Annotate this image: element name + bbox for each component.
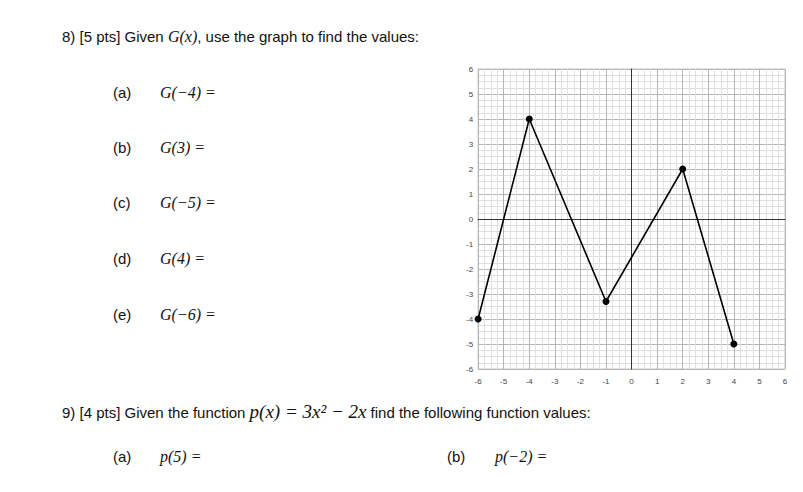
svg-text:-4: -4 bbox=[466, 315, 474, 324]
svg-text:0: 0 bbox=[469, 215, 474, 224]
html-text:(c): (c) bbox=[113, 194, 131, 211]
html-text:p(−2) =: p(−2) = bbox=[495, 448, 548, 465]
svg-text:-3: -3 bbox=[551, 377, 559, 386]
svg-text:-4: -4 bbox=[526, 377, 534, 386]
svg-text:-2: -2 bbox=[466, 265, 474, 274]
html-text:G(−6) =: G(−6) = bbox=[160, 306, 216, 323]
html-text:G(4) =: G(4) = bbox=[160, 250, 205, 267]
html-text:p(5) =: p(5) = bbox=[160, 448, 202, 465]
svg-text:-1: -1 bbox=[602, 377, 610, 386]
svg-text:6: 6 bbox=[469, 65, 474, 74]
html-text:(b): (b) bbox=[447, 448, 466, 465]
html-text:(a): (a) bbox=[113, 84, 132, 101]
svg-text:-6: -6 bbox=[475, 377, 483, 386]
svg-text:0: 0 bbox=[629, 377, 634, 386]
svg-text:1: 1 bbox=[655, 377, 660, 386]
html-text:8) [5 pts] Given G(x), use the: 8) [5 pts] Given G(x), use the graph to … bbox=[62, 28, 419, 45]
svg-text:-3: -3 bbox=[466, 290, 474, 299]
html-text:(e): (e) bbox=[113, 306, 132, 323]
svg-text:1: 1 bbox=[469, 190, 474, 199]
svg-text:-1: -1 bbox=[466, 240, 474, 249]
html-text:9) [4 pts] Given the functionp: 9) [4 pts] Given the functionp(x) = 3x² … bbox=[62, 401, 591, 422]
html-text:G(−4) =: G(−4) = bbox=[160, 84, 216, 101]
svg-text:2: 2 bbox=[680, 377, 685, 386]
svg-text:6: 6 bbox=[783, 377, 788, 386]
html-text:(d): (d) bbox=[113, 250, 132, 267]
html-text:G(−5) =: G(−5) = bbox=[160, 194, 216, 211]
svg-text:5: 5 bbox=[469, 90, 474, 99]
html-text:(b): (b) bbox=[113, 139, 132, 156]
html-text:G(3) =: G(3) = bbox=[160, 139, 205, 156]
svg-text:2: 2 bbox=[469, 165, 474, 174]
svg-text:-2: -2 bbox=[577, 377, 585, 386]
svg-text:-6: -6 bbox=[466, 365, 474, 374]
svg-text:3: 3 bbox=[706, 377, 711, 386]
svg-text:-5: -5 bbox=[466, 340, 474, 349]
svg-text:4: 4 bbox=[732, 377, 737, 386]
svg-text:5: 5 bbox=[757, 377, 762, 386]
svg-text:-5: -5 bbox=[500, 377, 508, 386]
html-text:(a): (a) bbox=[113, 448, 132, 465]
svg-text:4: 4 bbox=[469, 115, 474, 124]
svg-text:3: 3 bbox=[469, 140, 474, 149]
